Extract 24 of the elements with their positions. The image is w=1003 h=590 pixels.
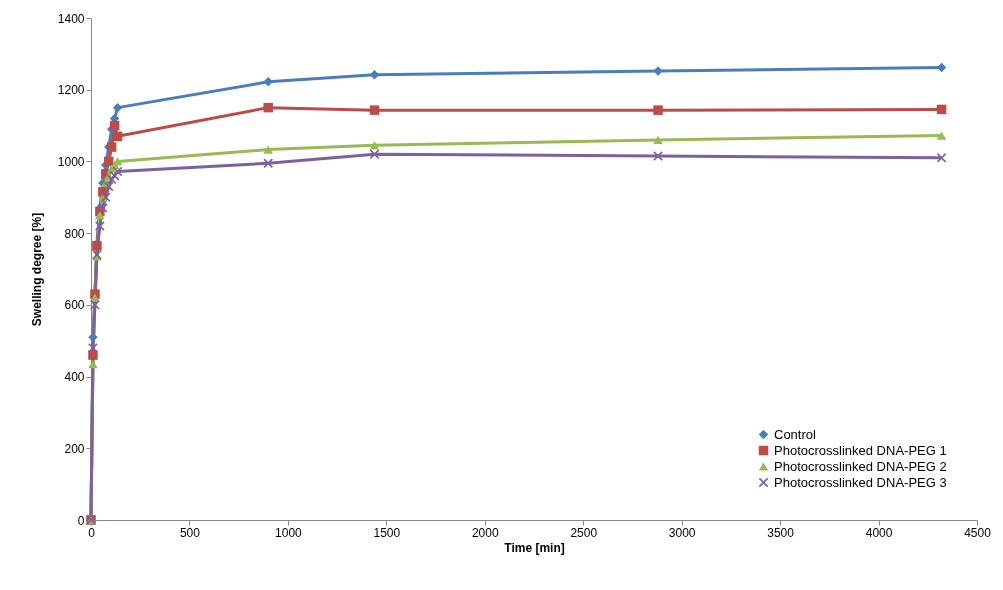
legend-label: Control [774, 426, 817, 442]
x-tick-label: 2000 [471, 525, 499, 540]
x-tick-label: 4000 [865, 525, 893, 540]
x-tick-label: 3500 [767, 525, 795, 540]
x-tick-label: 500 [179, 525, 201, 540]
y-tick-label: 400 [64, 370, 85, 385]
legend-label: Photocrosslinked DNA-PEG 1 [774, 442, 947, 458]
x-tick-label: 1500 [373, 525, 401, 540]
x-tick-label: 4500 [964, 525, 992, 540]
legend-label: Photocrosslinked DNA-PEG 2 [774, 458, 947, 474]
y-tick-label: 1000 [57, 154, 85, 169]
x-axis-title: Time [min] [504, 540, 565, 555]
y-axis-title: Swelling degree [%] [29, 212, 44, 327]
x-tick-label: 3000 [668, 525, 696, 540]
y-tick-label: 200 [64, 441, 85, 456]
x-tick-label: 1000 [275, 525, 303, 540]
legend-label: Photocrosslinked DNA-PEG 3 [774, 474, 947, 490]
y-tick-label: 1200 [57, 83, 85, 98]
y-tick-label: 600 [64, 298, 85, 313]
y-tick-label: 1400 [57, 11, 85, 26]
y-tick-label: 800 [64, 226, 85, 241]
y-tick-label: 0 [77, 513, 85, 528]
x-tick-label: 2500 [570, 525, 598, 540]
x-tick-label: 0 [88, 525, 96, 540]
